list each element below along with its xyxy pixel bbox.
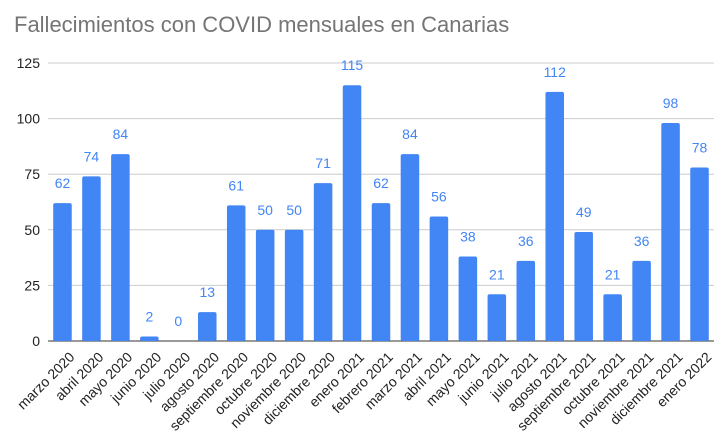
bar	[400, 154, 420, 341]
y-tick-label: 100	[17, 111, 41, 127]
data-label: 21	[489, 266, 505, 282]
bar	[284, 229, 304, 341]
bar	[313, 183, 333, 341]
bar	[140, 336, 159, 341]
chart-title: Fallecimientos con COVID mensuales en Ca…	[14, 12, 510, 37]
y-tick-label: 25	[24, 277, 40, 293]
bar	[487, 294, 507, 341]
bar	[342, 85, 362, 342]
bar	[429, 216, 449, 341]
bar	[574, 232, 593, 341]
bar	[516, 260, 536, 341]
bar	[197, 312, 217, 341]
y-tick-label: 50	[24, 222, 40, 238]
data-label-layer: 62 74 84 2 0 13 61 50 50 71 115 62 84 56 38 21 36 112 49 21…	[55, 57, 708, 329]
bar-layer	[53, 85, 709, 342]
bar	[111, 154, 130, 341]
data-label: 38	[460, 228, 476, 244]
data-label: 0	[174, 313, 182, 329]
data-label: 98	[663, 95, 679, 111]
y-tick-label: 75	[24, 166, 40, 182]
data-label: 84	[402, 126, 418, 142]
data-label: 13	[199, 284, 215, 300]
bar	[226, 205, 246, 341]
data-label: 74	[84, 148, 100, 164]
data-label: 62	[373, 175, 389, 191]
bar	[603, 294, 622, 341]
y-tick-label: 125	[17, 55, 41, 71]
data-label: 36	[518, 233, 534, 249]
data-label: 49	[576, 204, 592, 220]
y-tick-label: 0	[32, 333, 40, 349]
data-label: 115	[341, 57, 364, 73]
data-label: 2	[145, 309, 153, 325]
data-label: 50	[286, 202, 302, 218]
bar	[458, 256, 478, 341]
bar	[371, 203, 391, 341]
bar	[545, 91, 565, 341]
data-label: 36	[634, 233, 650, 249]
bar	[53, 203, 72, 341]
data-label: 61	[228, 177, 244, 193]
data-label: 62	[55, 175, 71, 191]
data-label: 21	[605, 266, 621, 282]
data-label: 112	[544, 64, 567, 80]
bar	[632, 260, 651, 341]
bar	[690, 167, 709, 341]
data-label: 50	[257, 202, 273, 218]
bar	[661, 123, 680, 341]
data-label: 84	[113, 126, 129, 142]
data-label: 56	[431, 188, 447, 204]
data-label: 71	[315, 155, 331, 171]
data-label: 78	[692, 140, 708, 156]
bar	[255, 229, 275, 341]
y-tick-layer: 0 25 50 75 100 125	[17, 55, 41, 349]
bar	[82, 176, 101, 341]
